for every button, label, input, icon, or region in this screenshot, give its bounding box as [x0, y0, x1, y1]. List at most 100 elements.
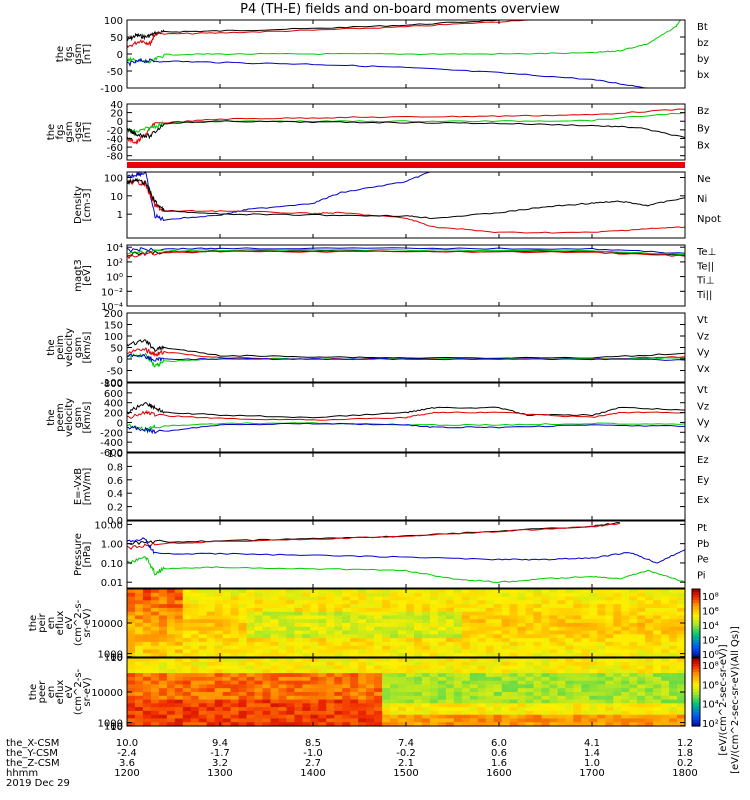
y-tick-label: 800	[104, 379, 123, 390]
heatmap-cell	[230, 658, 240, 663]
heatmap-cell	[485, 661, 495, 667]
heatmap-cell	[294, 611, 303, 617]
heatmap-cell	[453, 630, 463, 635]
heatmap-cell	[150, 695, 160, 701]
heatmap-cell	[629, 710, 638, 716]
heatmap-cell	[605, 669, 614, 674]
heatmap-cell	[326, 649, 335, 654]
heatmap-cell	[294, 676, 303, 682]
heatmap-cell	[605, 703, 614, 708]
heatmap-cell	[286, 615, 295, 620]
legend-entry: Ey	[697, 475, 709, 486]
heatmap-cell	[437, 641, 447, 647]
heatmap-cell	[493, 703, 503, 708]
legend-entry: Ex	[697, 495, 709, 506]
heatmap-cell	[166, 676, 176, 682]
heatmap-cell	[453, 604, 463, 609]
heatmap-cell	[222, 676, 232, 682]
heatmap-cell	[565, 653, 574, 658]
heatmap-cell	[406, 645, 415, 651]
legend-entry: Pt	[697, 523, 707, 534]
heatmap-cell	[246, 695, 256, 701]
heatmap-cell	[677, 638, 686, 643]
heatmap-cell	[166, 619, 176, 624]
heatmap-cell	[198, 630, 208, 635]
heatmap-cell	[621, 641, 630, 647]
heatmap-cell	[621, 615, 630, 620]
heatmap-cell	[541, 673, 551, 678]
series-bx	[126, 57, 685, 89]
heatmap-cell	[621, 688, 630, 693]
heatmap-cell	[135, 607, 144, 613]
heatmap-cell	[246, 718, 256, 723]
y-axis-label: the	[46, 339, 57, 355]
heatmap-cell	[158, 604, 168, 609]
heatmap-cell	[246, 676, 256, 682]
heatmap-cell	[406, 699, 415, 704]
heatmap-cell	[238, 695, 248, 701]
heatmap-cell	[541, 707, 551, 712]
heatmap-cell	[318, 692, 327, 697]
heatmap-cell	[557, 623, 567, 628]
heatmap-cell	[461, 695, 471, 701]
heatmap-cell	[661, 703, 670, 708]
heatmap-cell	[414, 634, 423, 639]
heatmap-cell	[613, 658, 622, 663]
heatmap-cell	[127, 589, 136, 594]
heatmap-cell	[278, 703, 288, 708]
heatmap-cell	[198, 722, 208, 727]
heatmap-cell	[310, 676, 319, 682]
heatmap-cell	[613, 619, 622, 624]
heatmap-cell	[517, 634, 527, 639]
heatmap-cell	[637, 718, 646, 723]
heatmap-cell	[557, 680, 567, 686]
heatmap-cell	[238, 661, 248, 667]
heatmap-cell	[645, 641, 654, 647]
heatmap-cell	[653, 645, 662, 651]
heatmap-cell	[605, 676, 614, 682]
heatmap-cell	[278, 692, 288, 697]
heatmap-cell	[166, 714, 176, 720]
heatmap-cell	[382, 692, 391, 697]
heatmap-cell	[629, 623, 638, 628]
heatmap-cell	[589, 707, 598, 712]
heatmap-cell	[238, 710, 248, 716]
heatmap-cell	[541, 722, 551, 727]
heatmap-cell	[557, 592, 567, 598]
y-axis-label: [nPa]	[82, 541, 93, 567]
heatmap-cell	[214, 699, 224, 704]
heatmap-cell	[557, 676, 567, 682]
heatmap-cell	[453, 596, 463, 601]
heatmap-cell	[621, 695, 630, 701]
heatmap-cell	[350, 589, 359, 594]
heatmap-cell	[573, 604, 582, 609]
panel-frame	[126, 520, 686, 589]
heatmap-cell	[382, 669, 391, 674]
heatmap-cell	[589, 673, 598, 678]
heatmap-cell	[366, 626, 375, 632]
heatmap-cell	[461, 619, 471, 624]
heatmap-cell	[366, 718, 375, 723]
heatmap-cell	[246, 604, 256, 609]
heatmap-cell	[445, 604, 455, 609]
heatmap-cell	[613, 684, 622, 689]
heatmap-cell	[190, 596, 200, 601]
heatmap-cell	[230, 641, 240, 647]
heatmap-cell	[198, 684, 208, 689]
heatmap-cell	[230, 692, 240, 697]
heatmap-cell	[334, 688, 343, 693]
heatmap-cell	[310, 619, 319, 624]
heatmap-cell	[390, 665, 399, 670]
heatmap-cell	[302, 615, 311, 620]
heatmap-cell	[270, 673, 280, 678]
heatmap-cell	[270, 607, 280, 613]
heatmap-cell	[294, 703, 303, 708]
panel-peim_velocity: 200150100500-50-100thepeimvelocitygsm[km…	[46, 309, 710, 389]
heatmap-cell	[461, 604, 471, 609]
heatmap-cell	[493, 638, 503, 643]
heatmap-cell	[589, 649, 598, 654]
heatmap-cell	[549, 653, 559, 658]
heatmap-cell	[509, 641, 519, 647]
heatmap-cell	[509, 645, 519, 651]
heatmap-cell	[541, 611, 551, 617]
